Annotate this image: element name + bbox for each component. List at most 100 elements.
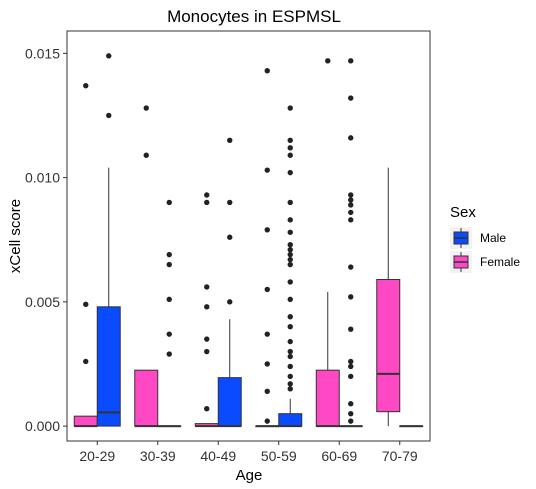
- outlier-point: [264, 361, 270, 367]
- box-female-30-39: [134, 105, 159, 428]
- box-rect: [217, 377, 242, 427]
- outlier-point: [166, 331, 172, 337]
- box-rect: [134, 369, 159, 427]
- x-tick-label: 60-69: [321, 448, 357, 464]
- outlier-point: [264, 68, 270, 74]
- outlier-point: [348, 363, 354, 370]
- legend-title: Sex: [450, 204, 476, 221]
- outlier-point: [264, 331, 270, 337]
- outlier-point: [227, 137, 233, 144]
- outlier-point: [166, 261, 172, 268]
- outlier-point: [287, 217, 293, 223]
- outlier-point: [287, 169, 293, 176]
- outlier-point: [166, 296, 172, 303]
- outlier-point: [287, 386, 293, 392]
- box-male-50-59: [278, 105, 303, 428]
- box-rect: [278, 413, 303, 427]
- box-female-40-49: [194, 192, 219, 428]
- outlier-point: [348, 217, 354, 223]
- outlier-point: [348, 326, 354, 332]
- box-female-20-29: [73, 82, 98, 428]
- outlier-point: [348, 410, 354, 417]
- outlier-point: [287, 323, 293, 330]
- outlier-point: [348, 294, 354, 300]
- x-tick-label: 40-49: [200, 448, 236, 464]
- outlier-point: [143, 105, 149, 111]
- box-male-20-29: [96, 53, 121, 427]
- outlier-point: [264, 418, 270, 424]
- legend-label-male: Male: [480, 231, 506, 245]
- outlier-point: [287, 199, 293, 206]
- outlier-point: [166, 351, 172, 357]
- box-rect: [315, 369, 340, 427]
- box-rect: [73, 415, 98, 427]
- y-axis-title: xCell score: [7, 199, 24, 273]
- outlier-point: [204, 199, 210, 206]
- outlier-point: [83, 358, 89, 365]
- outlier-point: [264, 286, 270, 293]
- x-axis-title: Age: [236, 467, 263, 484]
- outlier-point: [204, 304, 210, 310]
- x-axis: 20-29 30-39 40-49 50-59 60-69 70-79: [79, 441, 418, 464]
- box-male-60-69: [338, 58, 363, 428]
- x-tick-label: 30-39: [140, 448, 176, 464]
- outlier-point: [143, 152, 149, 158]
- outlier-point: [106, 53, 112, 59]
- outlier-point: [287, 338, 293, 345]
- y-tick-label: 0.010: [25, 170, 60, 186]
- outlier-point: [83, 301, 89, 308]
- outlier-point: [287, 348, 293, 355]
- outlier-point: [204, 284, 210, 290]
- box-rect: [96, 306, 121, 427]
- outlier-point: [287, 241, 293, 248]
- outlier-point: [348, 202, 354, 208]
- box-female-70-79: [376, 167, 401, 427]
- y-tick-label: 0.000: [25, 418, 60, 434]
- x-tick-label: 70-79: [382, 448, 418, 464]
- box-male-40-49: [217, 137, 242, 428]
- outlier-point: [287, 256, 293, 263]
- outlier-point: [264, 388, 270, 395]
- box-female-60-69: [315, 58, 340, 428]
- outlier-point: [287, 229, 293, 235]
- box-layer: [73, 53, 424, 428]
- outlier-point: [287, 314, 293, 320]
- outlier-point: [348, 192, 354, 198]
- outlier-point: [348, 358, 354, 365]
- x-tick-label: 50-59: [261, 448, 297, 464]
- chart-title: Monocytes in ESPMSL: [167, 7, 341, 26]
- outlier-point: [83, 82, 89, 89]
- outlier-point: [287, 145, 293, 151]
- box-male-30-39: [157, 199, 182, 428]
- outlier-point: [204, 336, 210, 342]
- outlier-point: [264, 227, 270, 233]
- outlier-point: [348, 95, 354, 101]
- outlier-point: [287, 363, 293, 370]
- y-tick-label: 0.015: [25, 45, 60, 61]
- box-rect: [376, 278, 401, 413]
- box-male-70-79: [399, 425, 424, 428]
- outlier-point: [166, 251, 172, 258]
- outlier-point: [348, 209, 354, 216]
- outlier-point: [287, 137, 293, 144]
- y-tick-label: 0.005: [25, 294, 60, 310]
- outlier-point: [348, 58, 354, 64]
- outlier-point: [325, 58, 331, 64]
- outlier-point: [348, 401, 354, 407]
- outlier-point: [166, 199, 172, 206]
- outlier-point: [348, 418, 354, 424]
- plot-area: [66, 30, 431, 442]
- outlier-point: [287, 251, 293, 258]
- outlier-point: [287, 353, 293, 360]
- legend-label-female: Female: [480, 255, 520, 269]
- outlier-point: [227, 199, 233, 206]
- outlier-point: [204, 348, 210, 355]
- outlier-point: [287, 296, 293, 303]
- outlier-point: [106, 112, 112, 119]
- outlier-point: [287, 152, 293, 158]
- outlier-point: [287, 381, 293, 387]
- outlier-point: [204, 192, 210, 198]
- outlier-point: [264, 167, 270, 173]
- outlier-point: [287, 279, 293, 285]
